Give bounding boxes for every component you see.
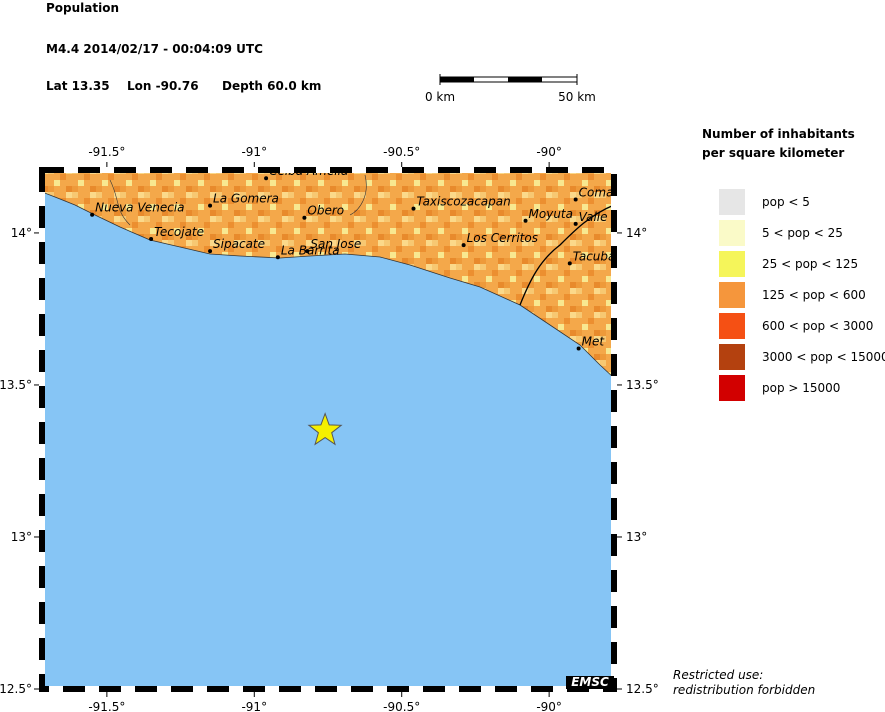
lat-label: 12.5°: [626, 682, 659, 696]
lat: Lat 13.35: [46, 79, 110, 93]
city-label: Moyuta: [529, 207, 573, 221]
lon-label: -90.5°: [383, 700, 420, 712]
city-label: Celba Amelia: [269, 164, 348, 178]
lon-label: -91°: [241, 145, 267, 159]
city-label: Nueva Venecia: [95, 201, 184, 215]
notice: redistribution forbidden: [673, 683, 815, 697]
city-dot: [573, 197, 578, 202]
lon-label: -90°: [536, 700, 562, 712]
city-dot: [305, 249, 310, 254]
epicenter: [307, 412, 343, 446]
lon-label: -90°: [536, 145, 562, 159]
credit: EMSC: [571, 675, 609, 689]
scale-end: 50 km: [558, 90, 596, 104]
legend-swatch: [719, 220, 745, 246]
city-dot: [149, 237, 154, 242]
city-dot: [567, 261, 572, 266]
legend-swatch: [719, 282, 745, 308]
depth: Depth 60.0 km: [222, 79, 321, 93]
city-dot: [90, 212, 95, 217]
legend-label: 25 < pop < 125: [762, 257, 858, 271]
lon-label: -91°: [241, 700, 267, 712]
notice: Restricted use:: [673, 668, 763, 682]
lon-label: -91.5°: [88, 700, 125, 712]
city-label: Sipacate: [213, 237, 265, 251]
lat-label: 13.5°: [0, 378, 32, 392]
lat-label: 13°: [11, 530, 32, 544]
scale-start: 0 km: [425, 90, 455, 104]
legend-title: Number of inhabitants: [702, 127, 855, 141]
city-label: Valle N: [579, 210, 621, 224]
city-dot: [576, 346, 581, 351]
city-dot: [264, 176, 269, 181]
legend-label: pop < 5: [762, 195, 810, 209]
city-dot: [275, 255, 280, 260]
city-dot: [523, 218, 528, 223]
city-dot: [208, 203, 213, 208]
city-dot: [208, 249, 213, 254]
city-label: Los Cerritos: [467, 231, 538, 245]
city-label: Obero: [307, 204, 344, 218]
legend-swatch: [719, 189, 745, 215]
city-label: Tecojate: [154, 225, 204, 239]
legend-swatch: [719, 251, 745, 277]
legend-label: 600 < pop < 3000: [762, 319, 873, 333]
lon: Lon -90.76: [127, 79, 199, 93]
title: Population: [46, 1, 119, 15]
event: M4.4 2014/02/17 - 00:04:09 UTC: [46, 42, 263, 56]
city-label: Coma: [579, 185, 614, 199]
scale-bar: [439, 74, 578, 85]
city-label: Met: [582, 334, 606, 348]
legend-label: 5 < pop < 25: [762, 226, 843, 240]
legend: pop < 5 5 < pop < 25 25 < pop < 125 125 < p…: [719, 189, 885, 401]
city-label: Taxiscozacapan: [417, 195, 511, 209]
city-dot: [302, 215, 307, 220]
lat-label: 14°: [11, 226, 32, 240]
city-label: San Jose: [310, 237, 361, 251]
map-frame: [39, 167, 617, 692]
legend-title: per square kilometer: [702, 146, 844, 160]
legend-swatch: [719, 375, 745, 401]
lat-label: 13.5°: [626, 378, 659, 392]
legend-label: 125 < pop < 600: [762, 288, 866, 302]
city-dot: [461, 243, 466, 248]
cities: Nueva Venecia Tecojate Sipacate La BarritaS…: [90, 164, 621, 351]
city-label: Tacuba: [573, 249, 616, 263]
lat-label: 12.5°: [0, 682, 32, 696]
city-dot: [411, 206, 416, 211]
legend-label: pop > 15000: [762, 381, 840, 395]
credit-box: [566, 676, 614, 689]
lat-label: 14°: [626, 226, 647, 240]
legend-swatch: [719, 313, 745, 339]
city-dot: [573, 221, 578, 226]
lon-label: -91.5°: [88, 145, 125, 159]
city-label: La Barrita: [281, 243, 340, 257]
city-label: La Gomera: [213, 192, 279, 206]
legend-swatch: [719, 344, 745, 370]
lat-label: 13°: [626, 530, 647, 544]
lon-label: -90.5°: [383, 145, 420, 159]
legend-label: 3000 < pop < 15000: [762, 350, 885, 364]
